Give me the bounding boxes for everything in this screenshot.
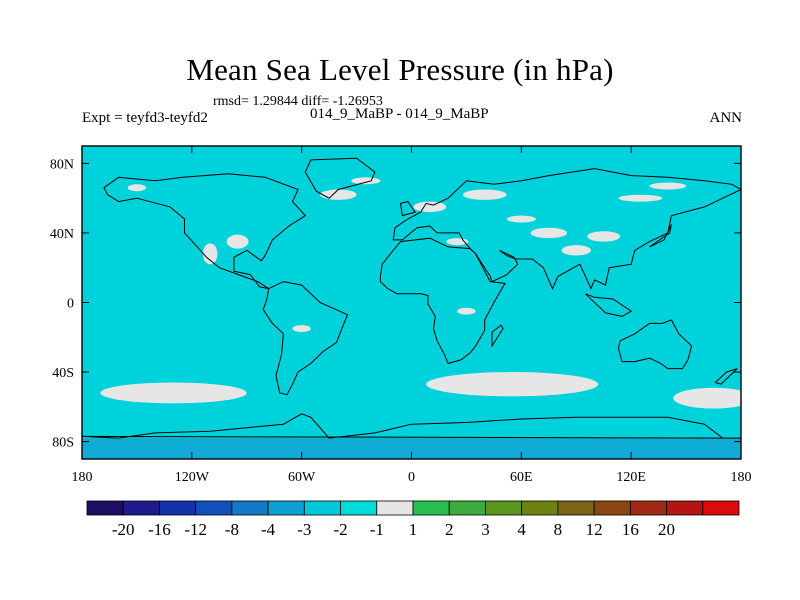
colorbar-box [485, 500, 523, 516]
positive-patch [618, 194, 663, 202]
positive-patch [587, 231, 621, 242]
colorbar-label: 8 [554, 520, 563, 539]
colorbar-label: -4 [261, 520, 276, 539]
greenland-coast [304, 157, 376, 199]
colorbar-label: 2 [445, 520, 454, 539]
positive-patch [202, 243, 218, 265]
australia-coast [617, 319, 693, 370]
positive-patch [530, 227, 568, 239]
x-tick-label: 120W [175, 470, 210, 485]
colorbar-box [702, 500, 740, 516]
positive-patch [127, 184, 147, 192]
season-label: ANN [709, 110, 743, 126]
y-tick-label: 80S [52, 436, 74, 451]
colorbar-box [231, 500, 269, 516]
colorbar-label: 16 [622, 520, 639, 539]
colorbar-box [593, 500, 631, 516]
colorbar-box [376, 500, 414, 516]
britain-coast [399, 201, 417, 217]
colorbar-box [122, 500, 160, 516]
case-label: 014_9_MaBP - 014_9_MaBP [310, 106, 489, 122]
africa-coast [379, 237, 506, 364]
positive-patch [351, 177, 381, 185]
japan-coast [649, 224, 672, 248]
colorbar-box [86, 500, 124, 516]
x-tick-label: 180 [72, 470, 93, 485]
colorbar-box [521, 500, 559, 516]
positive-patch [457, 307, 476, 315]
y-tick-label: 40S [52, 366, 74, 381]
positive-patch [413, 201, 447, 213]
x-tick-label: 180 [731, 470, 752, 485]
colorbar-box [159, 500, 197, 516]
x-tick-label: 0 [408, 470, 415, 485]
colorbar-label: 20 [658, 520, 675, 539]
colorbar-box [303, 500, 341, 516]
y-tick-label: 80N [50, 157, 74, 172]
colorbar-box [267, 500, 305, 516]
colorbar-label: 4 [517, 520, 526, 539]
colorbar-box [340, 500, 378, 516]
x-tick-label: 120E [616, 470, 646, 485]
map-background [82, 146, 741, 459]
positive-patch [462, 189, 507, 200]
colorbar-box [412, 500, 450, 516]
y-tick-label: 0 [67, 297, 74, 312]
south-indian-positive-blob [426, 372, 599, 397]
colorbar-box [448, 500, 486, 516]
colorbar-box [195, 500, 233, 516]
colorbar-label: -16 [148, 520, 171, 539]
positive-patch [506, 215, 536, 223]
colorbar-label: -2 [333, 520, 347, 539]
colorbar-label: -12 [184, 520, 207, 539]
x-tick-label: 60W [288, 470, 316, 485]
colorbar-label: -8 [225, 520, 239, 539]
south-pacific-positive-blob [100, 382, 247, 404]
experiment-label: Expt = teyfd3-teyfd2 [82, 110, 208, 126]
x-tick-label: 60E [510, 470, 533, 485]
colorbar-label: -20 [112, 520, 135, 539]
colorbar-box [629, 500, 667, 516]
chart-title: Mean Sea Level Pressure (in hPa) [186, 52, 614, 87]
madagascar-coast [491, 324, 504, 348]
positive-patch [649, 182, 687, 190]
colorbar-box [557, 500, 595, 516]
positive-patch [292, 325, 311, 333]
colorbar-label: 12 [586, 520, 603, 539]
positive-patch [446, 238, 469, 246]
colorbar-label: -3 [297, 520, 311, 539]
colorbar-label: -1 [370, 520, 384, 539]
antarctica-coast [82, 413, 741, 439]
stats-label: rmsd= 1.29844 diff= -1.26953 [213, 94, 383, 109]
colorbar-box [666, 500, 704, 516]
positive-patch [226, 234, 249, 249]
positive-patch [319, 189, 357, 200]
southeast-pacific-positive-blob [673, 387, 741, 409]
new-zealand-coast [714, 368, 738, 385]
south-america-coast [262, 281, 349, 396]
colorbar-label: 3 [481, 520, 490, 539]
colorbar-label: 1 [409, 520, 418, 539]
y-tick-label: 40N [50, 227, 74, 242]
positive-patch [561, 245, 591, 256]
north-america-coast [103, 173, 307, 290]
indonesia-coast [585, 293, 633, 317]
